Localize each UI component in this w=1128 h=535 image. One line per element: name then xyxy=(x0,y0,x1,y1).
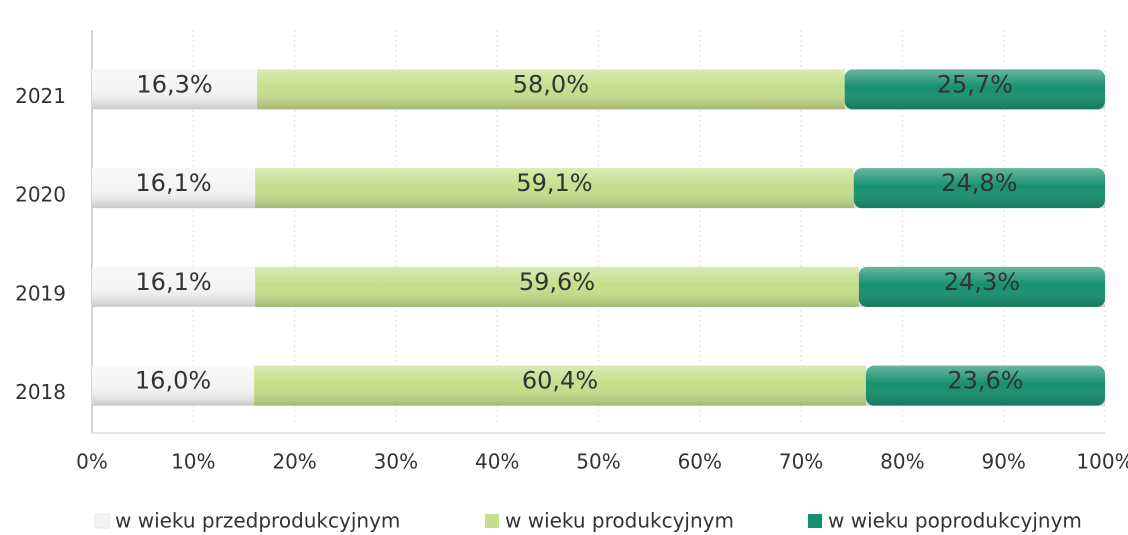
bar-shade xyxy=(92,168,256,209)
data-label: 16,0% xyxy=(135,367,211,395)
legend-label: w wieku poprodukcyjnym xyxy=(828,509,1082,533)
bar-shade xyxy=(865,365,1105,406)
x-tick-label: 80% xyxy=(880,450,924,474)
x-tick-label: 100% xyxy=(1076,450,1128,474)
legend-label: w wieku przedprodukcyjnym xyxy=(115,509,400,533)
data-label: 16,1% xyxy=(135,169,211,197)
legend-swatch xyxy=(94,513,110,529)
data-label: 59,6% xyxy=(519,268,595,296)
x-tick-label: 30% xyxy=(374,450,418,474)
x-tick-label: 20% xyxy=(272,450,316,474)
bar-shade xyxy=(844,69,1105,110)
y-tick-label: 2019 xyxy=(15,281,66,305)
x-tick-label: 10% xyxy=(171,450,215,474)
bar-shade xyxy=(92,69,258,110)
x-tick-label: 90% xyxy=(981,450,1025,474)
data-label: 24,8% xyxy=(941,169,1017,197)
bar-shade xyxy=(92,266,256,307)
data-label: 24,3% xyxy=(944,268,1020,296)
data-label: 16,3% xyxy=(136,70,212,98)
bar-shade xyxy=(853,168,1105,209)
legend-label: w wieku produkcyjnym xyxy=(505,509,734,533)
bar-shade xyxy=(858,266,1105,307)
legend-swatch xyxy=(808,514,822,528)
data-label: 59,1% xyxy=(516,169,592,197)
y-tick-label: 2018 xyxy=(15,380,66,404)
x-tick-label: 50% xyxy=(576,450,620,474)
data-label: 60,4% xyxy=(522,367,598,395)
data-label: 23,6% xyxy=(947,367,1023,395)
bar-shade xyxy=(254,365,866,406)
data-label: 58,0% xyxy=(513,70,589,98)
bar-shade xyxy=(92,365,255,406)
data-label: 25,7% xyxy=(937,70,1013,98)
bar-shade xyxy=(257,69,845,110)
bar-shade xyxy=(255,266,859,307)
data-label: 16,1% xyxy=(135,268,211,296)
x-tick-label: 60% xyxy=(678,450,722,474)
legend-swatch xyxy=(485,514,499,528)
x-tick-label: 0% xyxy=(76,450,108,474)
y-tick-label: 2021 xyxy=(15,84,66,108)
x-tick-label: 40% xyxy=(475,450,519,474)
bar-shade xyxy=(255,168,854,209)
x-tick-label: 70% xyxy=(779,450,823,474)
y-tick-label: 2020 xyxy=(15,183,66,207)
